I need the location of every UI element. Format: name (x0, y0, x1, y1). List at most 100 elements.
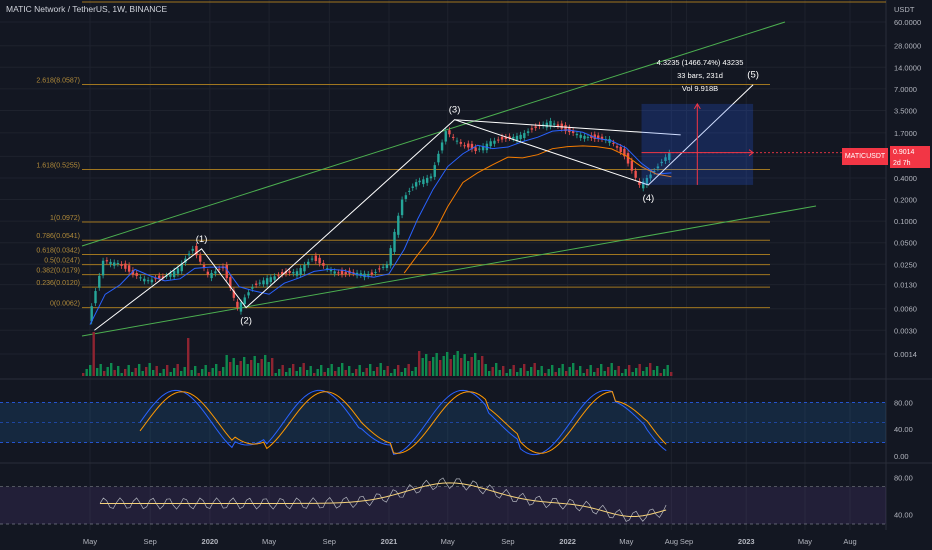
volume-bar (586, 369, 589, 376)
price-candle (318, 257, 321, 264)
volume-bar (278, 369, 281, 376)
wave-connector (454, 119, 681, 136)
ma-line-slow (403, 145, 672, 274)
price-candle (120, 264, 123, 266)
price-candle (247, 292, 250, 296)
volume-bar (453, 355, 456, 376)
volume-bar (537, 370, 540, 376)
volume-bar (621, 373, 624, 376)
price-candle (493, 140, 496, 144)
volume-bar (635, 368, 638, 376)
price-tick-label: 0.1000 (894, 217, 917, 226)
price-candle (90, 306, 93, 322)
volume-bar (320, 365, 323, 376)
volume-bar (533, 363, 536, 376)
price-candle (642, 181, 645, 189)
volume-bar (274, 373, 277, 376)
volume-bar (292, 364, 295, 376)
volume-bar (148, 363, 151, 376)
price-candle (191, 248, 194, 251)
price-candle (154, 278, 157, 280)
price-candle (579, 134, 582, 138)
volume-bar (372, 371, 375, 376)
volume-bar (509, 369, 512, 376)
price-candle (481, 146, 485, 151)
time-tick-label: 2023 (738, 537, 755, 546)
volume-bar (432, 357, 435, 376)
fib-level-label: 0.382(0.0179) (36, 268, 80, 275)
price-candle (374, 271, 377, 273)
volume-bar (85, 369, 88, 376)
price-candle (414, 182, 418, 187)
volume-bar (264, 355, 267, 376)
time-tick-label: May (798, 537, 812, 546)
time-tick-label: Sep (323, 537, 336, 546)
volume-bar (663, 369, 666, 376)
price-candle (199, 255, 202, 262)
volume-bar (393, 369, 396, 376)
price-axis[interactable]: USDT 60.0000 28.0000 14.0000 7.0000 3.5000 1.7… (894, 5, 921, 520)
volume-bar (484, 364, 487, 376)
price-series (89, 117, 886, 325)
volume-bar (666, 365, 669, 376)
volume-bar (435, 353, 438, 376)
stoch-tick-label: 0.00 (894, 452, 909, 461)
price-candle (664, 157, 667, 162)
price-candle (634, 170, 637, 178)
volume-bar (362, 372, 365, 376)
volume-bar (141, 371, 144, 376)
volume-bar (645, 367, 648, 376)
price-candle (467, 143, 470, 148)
volume-bar (183, 367, 186, 376)
price-candle (489, 141, 492, 147)
volume-bar (299, 367, 302, 376)
volume-bar (540, 366, 543, 376)
price-candle (202, 265, 206, 269)
price-candle (630, 160, 634, 171)
fib-retracement: 2.618(8.0587) 1.618(0.5255) 1(0.0972) 0.786… (36, 1, 886, 309)
price-candle (326, 268, 329, 270)
volume-bar (232, 358, 235, 376)
price-candle (101, 260, 105, 276)
price-candle (158, 275, 161, 279)
volume-bar (225, 355, 228, 376)
time-tick-label: Aug (843, 537, 856, 546)
currency-label: USDT (894, 5, 915, 14)
price-tick-label: 14.0000 (894, 63, 921, 72)
price-candle (575, 133, 579, 136)
price-candle (135, 272, 138, 276)
price-candle (530, 128, 534, 130)
price-candle (113, 262, 116, 266)
price-candle (425, 177, 429, 183)
wave-label: (3) (449, 105, 461, 116)
wave-label: (4) (643, 193, 655, 204)
stoch-tick-label: 40.00 (894, 425, 913, 434)
price-candle (590, 135, 593, 138)
price-candle (254, 283, 258, 285)
stoch-tick-label: 80.00 (894, 398, 913, 407)
volume-bar (110, 363, 113, 376)
price-candle (161, 276, 165, 279)
price-candle (653, 171, 656, 173)
volume-bar (607, 367, 610, 376)
volume-bar (281, 365, 284, 376)
volume-bar (155, 366, 158, 376)
volume-bar (208, 372, 211, 376)
time-tick-label: Sep (501, 537, 514, 546)
time-axis[interactable]: May Sep 2020 May Sep 2021 May Sep 2022 May Aug Sep 2… (83, 537, 857, 546)
price-candle (150, 279, 154, 283)
price-candle (124, 263, 127, 269)
volume-bar (127, 365, 130, 376)
time-tick-label: 2022 (559, 537, 576, 546)
volume-bar (460, 358, 463, 376)
volume-bar (176, 364, 179, 376)
volume-bar (162, 369, 165, 376)
volume-bar (481, 356, 484, 376)
price-candle (143, 278, 146, 282)
price-candle (105, 260, 109, 262)
volume-bar (617, 366, 620, 376)
price-candle (280, 272, 284, 275)
volume-bar (547, 369, 550, 376)
price-candle (251, 287, 254, 289)
fib-level-label: 0.618(0.0342) (36, 248, 80, 255)
